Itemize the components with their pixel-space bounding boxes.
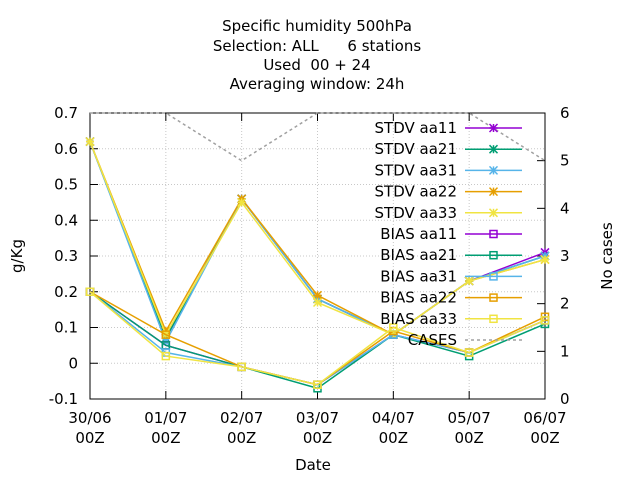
y-tick-label: 0.6 — [54, 140, 78, 158]
y-tick-label: -0.1 — [49, 390, 78, 408]
legend-entry: STDV aa31 — [375, 161, 522, 179]
x-axis-label: Date — [295, 456, 331, 474]
y2-tick-label: 4 — [560, 199, 570, 217]
legend-entry: CASES — [408, 331, 522, 349]
axes: -0.1 0 0.1 0.2 0.3 0.4 0.5 0.6 0.7 0 1 2 3 4 5 6 30/06 00… — [49, 104, 570, 447]
y-tick-label: 0 — [68, 354, 78, 372]
grid — [89, 112, 546, 400]
legend-label: CASES — [408, 331, 457, 349]
y2-tick-label: 3 — [560, 247, 570, 265]
series-line — [89, 291, 546, 386]
legend-marker — [489, 250, 498, 260]
data-point — [540, 316, 550, 325]
legend-label: BIAS aa21 — [380, 246, 457, 264]
legend-marker — [489, 314, 498, 324]
data-point — [540, 255, 550, 265]
legend-marker — [488, 187, 499, 197]
data-point — [313, 380, 322, 389]
x-tick-label-date: 02/07 — [220, 409, 263, 427]
legend-entry: STDV aa22 — [375, 183, 522, 201]
legend-entry: BIAS aa31 — [380, 267, 522, 285]
series-layer — [85, 112, 550, 393]
data-point — [312, 297, 323, 308]
legend-label: STDV aa22 — [375, 183, 457, 201]
legend-marker — [488, 165, 499, 175]
y2-tick-label: 2 — [560, 295, 570, 313]
x-tick-label-hour: 00Z — [530, 429, 559, 447]
legend-marker — [489, 229, 498, 239]
data-point — [464, 348, 474, 357]
legend-marker — [488, 123, 499, 133]
data-point — [161, 330, 171, 339]
title-line-4: Averaging window: 24h — [230, 75, 405, 93]
x-tick-label-date: 05/07 — [448, 409, 491, 427]
x-tick-label-date: 04/07 — [372, 409, 415, 427]
y-tick-label: 0.7 — [54, 104, 78, 122]
series-bias-aa33 — [85, 287, 550, 389]
legend-label: BIAS aa33 — [380, 310, 457, 328]
title-line-3: Used 00 + 24 — [263, 56, 370, 74]
y-tick-label: 0.3 — [54, 247, 78, 265]
legend-label: STDV aa21 — [375, 140, 457, 158]
legend-label: BIAS aa22 — [380, 289, 457, 307]
x-tick-label-hour: 00Z — [75, 429, 104, 447]
y-axis-label: g/Kg — [8, 239, 26, 273]
legend-marker — [489, 272, 498, 281]
x-tick-label-date: 06/07 — [523, 409, 566, 427]
legend-entry: STDV aa33 — [375, 204, 522, 222]
legend-entry: BIAS aa33 — [380, 310, 522, 328]
legend-entry: BIAS aa11 — [380, 225, 522, 243]
y2-tick-label: 0 — [560, 390, 570, 408]
legend: STDV aa11 STDV aa21 STDV aa31 STDV aa22 STDV… — [375, 119, 522, 349]
legend-entry: STDV aa21 — [375, 140, 522, 158]
data-point — [237, 362, 246, 372]
legend-entry: STDV aa11 — [375, 119, 522, 137]
legend-label: STDV aa33 — [375, 204, 457, 222]
legend-entry: BIAS aa21 — [380, 246, 522, 264]
legend-label: BIAS aa11 — [380, 225, 457, 243]
y2-tick-label: 1 — [560, 342, 570, 360]
title-line-2: Selection: ALL 6 stations — [213, 37, 421, 55]
x-tick-label-hour: 00Z — [151, 429, 180, 447]
data-point — [389, 323, 398, 332]
x-tick-label-date: 30/06 — [68, 409, 111, 427]
x-tick-label-hour: 00Z — [454, 429, 483, 447]
series-cases — [90, 112, 546, 162]
x-tick-label-hour: 00Z — [227, 429, 256, 447]
x-tick-label-hour: 00Z — [303, 429, 332, 447]
data-point — [85, 287, 95, 296]
legend-label: STDV aa11 — [375, 119, 457, 137]
y-tick-label: 0.5 — [54, 176, 78, 194]
series-line — [90, 112, 546, 162]
data-point — [237, 197, 247, 207]
y2-tick-label: 6 — [560, 104, 570, 122]
y-tick-label: 0.4 — [54, 211, 78, 229]
legend-label: BIAS aa31 — [380, 267, 457, 285]
data-point — [464, 276, 474, 286]
y2-axis-label: No cases — [598, 222, 616, 290]
legend-entry: BIAS aa22 — [380, 289, 522, 307]
data-point — [85, 137, 95, 147]
y-tick-label: 0.2 — [54, 283, 78, 301]
legend-marker — [488, 144, 499, 154]
y2-tick-label: 5 — [560, 152, 570, 170]
y-tick-label: 0.1 — [54, 319, 78, 337]
x-tick-label-date: 01/07 — [144, 409, 187, 427]
legend-marker — [489, 293, 498, 302]
x-tick-label-date: 03/07 — [296, 409, 339, 427]
data-point — [161, 351, 171, 361]
legend-label: STDV aa31 — [375, 161, 457, 179]
chart-title: Specific humidity 500hPa Selection: ALL … — [213, 17, 421, 93]
legend-marker — [488, 208, 499, 218]
x-tick-label-hour: 00Z — [379, 429, 408, 447]
title-line-1: Specific humidity 500hPa — [222, 17, 412, 35]
